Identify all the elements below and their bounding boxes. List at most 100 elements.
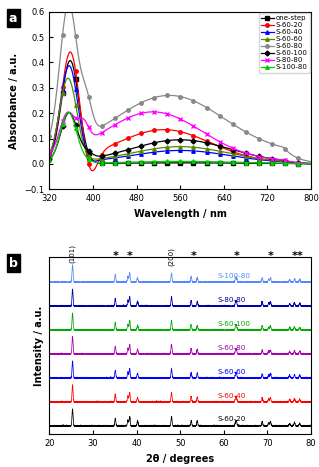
- S-60-40: [200, 149, 204, 155]
- Text: S-60-20: S-60-20: [217, 417, 246, 423]
- S-60-40: [309, 161, 313, 166]
- S-80-80: [309, 161, 313, 166]
- Text: (101): (101): [69, 244, 76, 262]
- Text: b: b: [9, 257, 18, 270]
- S-60-20: [207, 139, 211, 145]
- Text: S-60-40: S-60-40: [217, 393, 246, 398]
- S-60-20: [309, 161, 313, 166]
- Line: S-60-20: S-60-20: [48, 50, 313, 172]
- Line: S-60-80: S-60-80: [48, 2, 313, 163]
- S-100-80: [207, 159, 211, 164]
- S-100-80: [48, 157, 51, 163]
- S-60-40: [67, 63, 71, 69]
- Legend: one-step, S-60-20, S-60-40, S-60-60, S-60-80, S-60-100, S-80-80, S-100-80: one-step, S-60-20, S-60-40, S-60-60, S-6…: [259, 13, 310, 72]
- S-60-60: [309, 161, 313, 166]
- S-60-80: [48, 133, 51, 139]
- S-60-80: [67, 0, 71, 6]
- S-60-40: [246, 156, 250, 161]
- S-60-60: [66, 75, 70, 81]
- S-60-80: [246, 130, 250, 136]
- S-100-80: [63, 113, 67, 119]
- S-100-80: [67, 110, 70, 115]
- S-60-80: [200, 102, 204, 107]
- Text: S-100-80: S-100-80: [217, 273, 250, 279]
- Line: S-60-40: S-60-40: [48, 64, 313, 165]
- S-100-80: [200, 159, 204, 164]
- Text: S-60-100: S-60-100: [217, 321, 250, 326]
- S-80-80: [200, 128, 204, 134]
- S-60-100: [48, 156, 51, 162]
- Y-axis label: Absorbance / a.u.: Absorbance / a.u.: [9, 52, 19, 149]
- one-step: [214, 160, 218, 166]
- S-60-100: [207, 141, 211, 146]
- S-60-100: [214, 142, 218, 148]
- S-60-100: [246, 151, 250, 156]
- X-axis label: Wavelength / nm: Wavelength / nm: [134, 209, 227, 219]
- Line: S-100-80: S-100-80: [48, 111, 313, 165]
- S-80-80: [214, 137, 218, 143]
- S-100-80: [246, 160, 250, 165]
- S-100-80: [273, 160, 277, 166]
- S-60-20: [215, 142, 219, 148]
- S-60-60: [273, 158, 277, 163]
- one-step: [207, 160, 211, 166]
- S-60-40: [48, 152, 51, 158]
- S-60-20: [200, 136, 204, 142]
- S-60-100: [63, 114, 67, 120]
- Text: (200): (200): [168, 247, 175, 266]
- Text: S-60-80: S-60-80: [217, 345, 246, 351]
- one-step: [273, 161, 277, 166]
- S-80-80: [273, 156, 277, 162]
- Text: a: a: [9, 12, 18, 25]
- S-60-100: [67, 110, 71, 115]
- Line: one-step: one-step: [48, 59, 313, 165]
- S-60-40: [207, 149, 211, 155]
- S-60-20: [48, 152, 51, 157]
- S-60-80: [273, 142, 277, 148]
- Text: *: *: [190, 251, 196, 261]
- one-step: [309, 161, 313, 167]
- Text: *: *: [297, 251, 303, 261]
- S-60-100: [309, 161, 313, 166]
- S-60-20: [247, 154, 250, 159]
- S-60-100: [200, 139, 204, 145]
- Line: S-60-100: S-60-100: [48, 111, 313, 165]
- S-60-20: [63, 64, 67, 70]
- S-60-60: [48, 151, 51, 157]
- Text: *: *: [234, 251, 240, 261]
- Text: *: *: [292, 251, 298, 261]
- S-60-20: [68, 49, 72, 55]
- S-60-40: [273, 158, 277, 164]
- S-60-60: [200, 145, 204, 151]
- one-step: [48, 155, 51, 160]
- X-axis label: 2θ / degrees: 2θ / degrees: [146, 454, 214, 464]
- one-step: [200, 160, 204, 166]
- Text: S-80-80: S-80-80: [217, 297, 246, 303]
- one-step: [246, 160, 250, 166]
- Line: S-80-80: S-80-80: [48, 110, 313, 165]
- Text: S-60-60: S-60-60: [217, 368, 246, 375]
- S-60-100: [273, 156, 277, 162]
- one-step: [68, 58, 72, 64]
- S-100-80: [214, 159, 218, 165]
- S-60-80: [309, 159, 313, 164]
- S-80-80: [207, 133, 211, 138]
- S-60-40: [214, 151, 218, 156]
- S-60-60: [246, 154, 250, 160]
- Text: *: *: [268, 251, 273, 261]
- S-60-80: [207, 106, 211, 112]
- S-60-80: [63, 10, 67, 16]
- S-80-80: [151, 109, 155, 115]
- S-100-80: [309, 161, 313, 167]
- S-60-60: [63, 79, 67, 85]
- S-60-60: [214, 148, 218, 153]
- S-60-20: [273, 158, 277, 163]
- S-60-60: [207, 146, 211, 152]
- S-60-40: [63, 71, 67, 77]
- Text: *: *: [112, 251, 118, 261]
- Y-axis label: Intensity / a.u.: Intensity / a.u.: [34, 305, 44, 386]
- S-80-80: [63, 112, 67, 117]
- S-80-80: [246, 151, 250, 156]
- S-80-80: [48, 151, 51, 156]
- Text: *: *: [127, 251, 133, 261]
